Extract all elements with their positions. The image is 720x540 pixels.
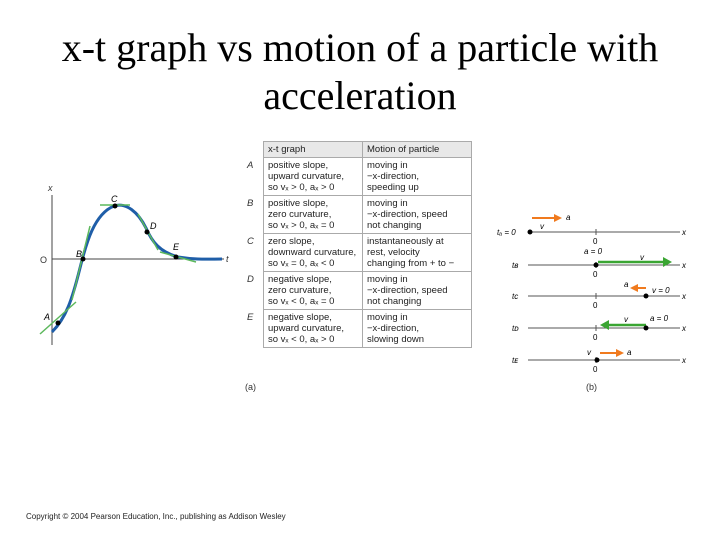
time-label-row-5: tᴇ: [512, 356, 518, 365]
point-e: [173, 254, 179, 260]
row-label: D: [243, 271, 264, 310]
point-b: [80, 256, 86, 262]
header-graph: x-t graph: [263, 141, 363, 158]
particle-row-4: [643, 325, 649, 331]
accel-label-row-5: a: [627, 348, 632, 357]
origin-label: O: [40, 255, 47, 265]
tangent-b: [71, 225, 91, 301]
header-motion: Motion of particle: [362, 141, 472, 158]
row-label: C: [243, 233, 264, 272]
tick-label-row-1: 0: [593, 237, 598, 246]
row-motion: moving in −x-direction, speed not changing: [362, 195, 472, 234]
accel-arrowhead-row-1: [554, 214, 562, 222]
point-c: [112, 203, 118, 209]
particle-row-5: [594, 357, 600, 363]
tick-label-row-3: 0: [593, 301, 598, 310]
table-header-row: x-t graph Motion of particle: [243, 141, 472, 158]
particle-row-3: [643, 293, 649, 299]
row-graph: negative slope, zero curvature, so vₓ < 0,…: [263, 271, 363, 310]
vel-label-row-2: v: [640, 253, 645, 262]
motion-diagram: tₐ = 0 0 x a v tʙ 0 x a = 0 v tᴄ 0 x a v…: [497, 213, 687, 374]
axis-label-row-3: x: [681, 292, 687, 301]
accel-label-row-3: a: [624, 280, 629, 289]
vel-label-row-3: v = 0: [652, 286, 670, 295]
axis-label-row-5: x: [681, 356, 687, 365]
row-label: E: [243, 309, 264, 348]
row-motion: moving in −x-direction, speeding up: [362, 157, 472, 196]
row-label: A: [243, 157, 264, 196]
accel-arrowhead-row-3: [630, 284, 638, 292]
axis-label-row-1: x: [681, 228, 687, 237]
point-a-label: A: [43, 312, 50, 322]
time-label-row-4: tᴅ: [512, 324, 519, 333]
time-label-row-1: tₐ = 0: [497, 228, 516, 237]
caption-b: (b): [586, 382, 597, 392]
x-axis-label: x: [47, 183, 53, 193]
position-curve: [50, 203, 223, 334]
point-c-label: C: [111, 194, 118, 204]
table-row: D negative slope, zero curvature, so vₓ < …: [243, 271, 472, 310]
time-label-row-2: tʙ: [512, 261, 518, 270]
tick-label-row-2: 0: [593, 270, 598, 279]
point-b-label: B: [76, 249, 82, 259]
axis-label-row-4: x: [681, 324, 687, 333]
point-d: [144, 229, 150, 235]
row-graph: positive slope, upward curvature, so vₓ > …: [263, 157, 363, 196]
table-row: E negative slope, upward curvature, so vₓ …: [243, 309, 472, 348]
tangent-a: [39, 301, 77, 335]
row-label: B: [243, 195, 264, 234]
tick-label-row-4: 0: [593, 333, 598, 342]
title-line-1: x-t graph vs motion of a particle with: [61, 25, 659, 70]
copyright-text: Copyright © 2004 Pearson Education, Inc.…: [26, 512, 286, 521]
title-line-2: acceleration: [263, 73, 457, 118]
particle-row-1: [527, 229, 533, 235]
row-motion: moving in −x-direction, speed not changing: [362, 271, 472, 310]
row-graph: zero slope, downward curvature, so vₓ = 0,…: [263, 233, 363, 272]
row-motion: moving in −x-direction, slowing down: [362, 309, 472, 348]
axis-label-row-2: x: [681, 261, 687, 270]
t-axis-label: t: [226, 254, 229, 264]
motion-table: x-t graph Motion of particle A positive …: [243, 141, 472, 348]
accel-label-row-2: a = 0: [584, 247, 603, 256]
point-d-label: D: [150, 221, 157, 231]
particle-row-2: [593, 262, 599, 268]
table-row: B positive slope, zero curvature, so vₓ > …: [243, 195, 472, 234]
table-row: A positive slope, upward curvature, so vₓ …: [243, 157, 472, 196]
accel-arrowhead-row-5: [616, 349, 624, 357]
time-label-row-3: tᴄ: [512, 292, 518, 301]
vel-arrowhead-row-2: [663, 257, 672, 267]
point-a: [55, 320, 61, 326]
point-e-label: E: [173, 242, 180, 252]
accel-label-row-4: a = 0: [650, 314, 669, 323]
slide-title: x-t graph vs motion of a particle with a…: [0, 24, 720, 120]
vel-label-row-1: v: [540, 222, 545, 231]
row-graph: negative slope, upward curvature, so vₓ < …: [263, 309, 363, 348]
vel-arrowhead-row-4: [600, 320, 609, 330]
table-row: C zero slope, downward curvature, so vₓ = …: [243, 233, 472, 272]
vel-label-row-4: v: [624, 315, 629, 324]
accel-label-row-1: a: [566, 213, 571, 222]
row-motion: instantaneously at rest, velocity changing…: [362, 233, 472, 272]
vel-label-row-5: v: [587, 348, 592, 357]
tick-label-row-5: 0: [593, 365, 598, 374]
row-graph: positive slope, zero curvature, so vₓ > 0,…: [263, 195, 363, 234]
caption-a: (a): [245, 382, 256, 392]
